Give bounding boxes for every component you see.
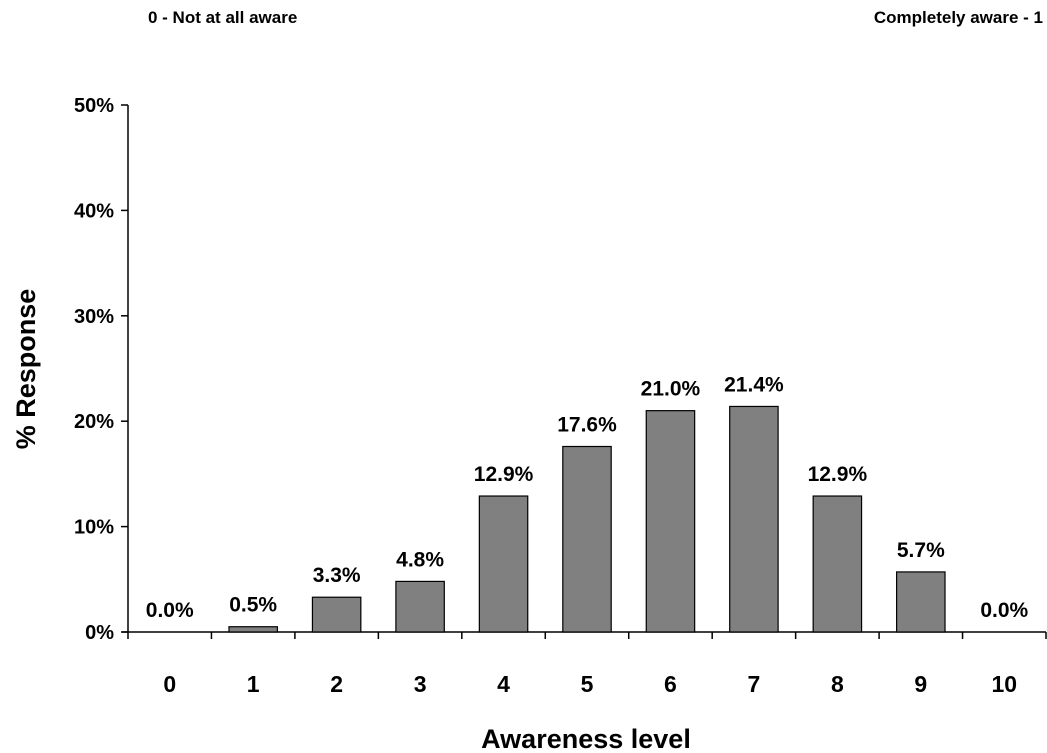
data-label: 17.6% <box>557 413 617 436</box>
x-tick-label: 3 <box>414 671 427 697</box>
y-tick-label: 0% <box>85 622 114 644</box>
x-tick-label: 5 <box>581 671 594 697</box>
data-label: 21.4% <box>724 373 784 396</box>
x-tick-label: 8 <box>831 671 844 697</box>
data-label: 5.7% <box>897 539 945 562</box>
y-tick-label: 10% <box>74 517 114 539</box>
x-tick-label: 9 <box>914 671 927 697</box>
data-label: 0.0% <box>980 599 1028 622</box>
bar <box>395 580 445 633</box>
data-label: 21.0% <box>641 378 701 401</box>
bar <box>228 626 278 633</box>
x-tick-label: 2 <box>330 671 343 697</box>
x-tick-label: 7 <box>748 671 761 697</box>
data-label: 3.3% <box>313 564 361 587</box>
x-tick-label: 4 <box>497 671 510 697</box>
bar <box>478 495 529 633</box>
y-tick-label: 20% <box>74 411 114 433</box>
x-tick-label: 10 <box>991 671 1017 697</box>
bar <box>896 571 946 633</box>
scale-right-anchor: Completely aware - 1 <box>873 8 1043 27</box>
y-axis-title: % Response <box>11 289 41 450</box>
bar <box>645 410 696 633</box>
x-tick-label: 6 <box>664 671 677 697</box>
bar <box>311 596 362 633</box>
y-tick-label: 40% <box>74 200 114 222</box>
data-label: 0.5% <box>229 594 277 617</box>
x-axis-title: Awareness level <box>481 724 691 753</box>
plot-area: 0% 10% 20% 30% 40% 50% 0.0% 0 0.5% 1 3.3% 2 4.8% 3 12.… <box>74 95 1047 697</box>
x-tick-label: 1 <box>247 671 260 697</box>
data-label: 12.9% <box>808 463 868 486</box>
data-label: 12.9% <box>474 463 534 486</box>
bar <box>729 405 779 633</box>
bar <box>562 445 612 633</box>
bar <box>812 495 863 633</box>
y-tick-label: 50% <box>74 95 114 117</box>
scale-left-anchor: 0 - Not at all aware <box>148 8 298 27</box>
y-tick-label: 30% <box>74 306 114 328</box>
x-tick-label: 0 <box>163 671 176 697</box>
data-label: 4.8% <box>396 548 444 571</box>
data-label: 0.0% <box>146 599 194 622</box>
